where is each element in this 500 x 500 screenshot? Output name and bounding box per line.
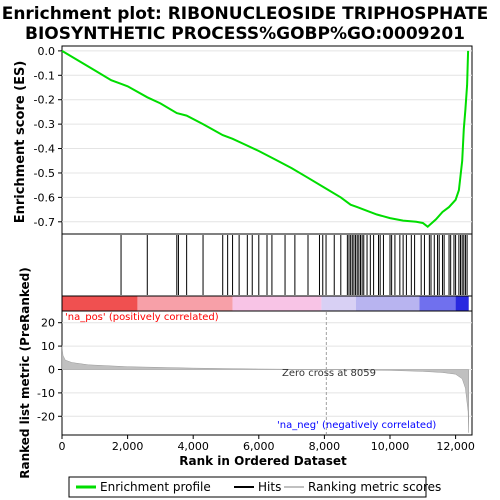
rank-color-segment [321, 296, 356, 311]
rank-color-bar [61, 295, 473, 312]
metric-y-axis-label: Ranked list metric (PreRanked) [18, 267, 32, 479]
metric-x-ticks: 0 2,000 4,000 6,000 8,000 10,000 12,000 [59, 435, 475, 453]
rank-color-segment [355, 296, 420, 311]
metric-y-tick-label: 0 [48, 363, 55, 376]
x-tick-label: 6,000 [243, 440, 275, 453]
es-y-tick-label: -0.4 [34, 143, 55, 156]
rank-color-segment [419, 296, 456, 311]
metric-y-tick-label: 20 [41, 317, 55, 330]
x-tick-label: 12,000 [436, 440, 475, 453]
es-panel-frame [61, 45, 473, 235]
x-tick-label: 4,000 [177, 440, 209, 453]
metric-area [61, 346, 469, 433]
es-y-ticks: 0.0 -0.1 -0.2 -0.3 -0.4 -0.5 -0.6 -0.7 [34, 45, 62, 229]
es-y-tick-label: -0.3 [34, 118, 55, 131]
es-y-tick-label: -0.5 [34, 167, 55, 180]
es-y-axis-label: Enrichment score (ES) [13, 61, 28, 224]
es-line [61, 50, 470, 228]
rank-color-segment [232, 296, 322, 311]
metric-y-ticks: 20 10 0 -10 -20 [37, 317, 62, 423]
legend-label-enrichment-profile: Enrichment profile [100, 480, 211, 494]
es-y-tick-label: -0.7 [34, 216, 55, 229]
es-y-tick-label: -0.1 [34, 69, 55, 82]
x-tick-label: 0 [59, 440, 66, 453]
rank-color-segment [137, 296, 233, 311]
x-tick-label: 8,000 [309, 440, 341, 453]
x-tick-label: 10,000 [371, 440, 410, 453]
es-y-tick-label: -0.2 [34, 94, 55, 107]
legend-label-ranking-metric: Ranking metric scores [308, 480, 441, 494]
legend-label-hits: Hits [258, 480, 281, 494]
x-tick-label: 2,000 [112, 440, 144, 453]
chart-title-line1: Enrichment plot: RIBONUCLEOSIDE TRIPHOSP… [2, 4, 489, 24]
metric-panel-frame [61, 310, 473, 436]
pos-annotation: 'na_pos' (positively correlated) [65, 312, 219, 323]
legend: Enrichment profile Hits Ranking metric s… [68, 476, 441, 498]
es-y-tick-label: 0.0 [38, 45, 56, 58]
neg-annotation: 'na_neg' (negatively correlated) [277, 420, 436, 431]
chart-title-line2: BIOSYNTHETIC PROCESS%GOBP%GO:0009201 [25, 24, 465, 44]
zero-cross-annotation: Zero cross at 8059 [282, 368, 376, 379]
es-y-tick-label: -0.6 [34, 191, 55, 204]
x-axis-label: Rank in Ordered Dataset [179, 454, 347, 468]
metric-y-tick-label: -10 [37, 387, 55, 400]
es-grid [62, 50, 472, 223]
metric-y-tick-label: 10 [41, 340, 55, 353]
metric-y-tick-label: -20 [37, 410, 55, 423]
es-panel: 0.0 -0.1 -0.2 -0.3 -0.4 -0.5 -0.6 -0.7 Enrichme… [13, 45, 473, 235]
rank-color-segment [62, 296, 138, 311]
metric-panel: 20 10 0 -10 -20 0 2,000 4,000 6,000 8,000 10,000 1… [18, 267, 475, 479]
hit-marks [120, 235, 468, 295]
rank-color-segment [455, 296, 469, 311]
hits-panel [61, 233, 473, 297]
